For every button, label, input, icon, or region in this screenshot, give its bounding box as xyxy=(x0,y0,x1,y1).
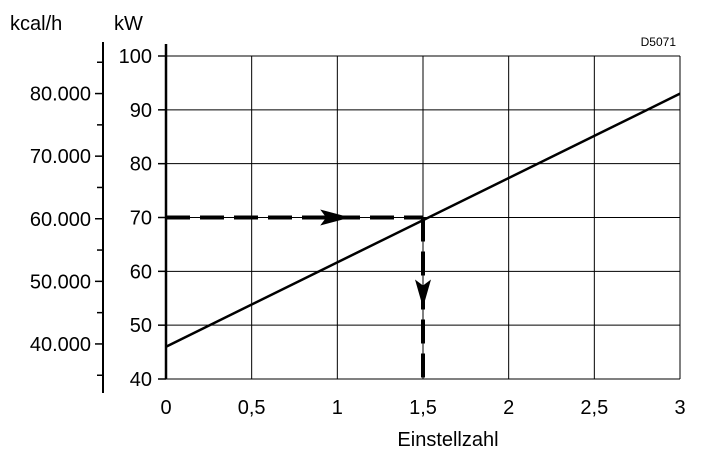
x-tick-label: 2,5 xyxy=(580,397,608,419)
kcal-tick-label: 40.000 xyxy=(30,334,91,356)
kw-tick-label: 90 xyxy=(130,100,152,122)
x-tick-label: 3 xyxy=(674,397,685,419)
unit-left-label: kcal/h xyxy=(10,13,62,35)
arrow-down-icon xyxy=(415,279,431,308)
arrow-right-icon xyxy=(320,209,351,226)
axes: 0 0,5 1 1,5 2 2,5 3 40 50 60 70 80 90 100 40.000 50.000… xyxy=(30,42,686,419)
kw-tick-label: 40 xyxy=(130,369,152,391)
kw-tick-label: 100 xyxy=(119,46,152,68)
unit-right-label: kW xyxy=(114,13,143,35)
x-tick-label: 0 xyxy=(160,397,171,419)
kw-tick-label: 70 xyxy=(130,208,152,230)
kcal-tick-label: 70.000 xyxy=(30,146,91,168)
x-tick-label: 0,5 xyxy=(238,397,266,419)
kcal-tick-label: 50.000 xyxy=(30,271,91,293)
x-axis-label: Einstellzahl xyxy=(397,429,498,451)
x-tick-label: 1 xyxy=(332,397,343,419)
labels: kcal/h kW D5071 Einstellzahl xyxy=(10,13,676,451)
x-tick-label: 1,5 xyxy=(409,397,437,419)
kw-tick-label: 50 xyxy=(130,315,152,337)
kcal-tick-label: 80.000 xyxy=(30,84,91,106)
kw-tick-label: 80 xyxy=(130,154,152,176)
x-tick-label: 2 xyxy=(503,397,514,419)
kcal-tick-label: 60.000 xyxy=(30,209,91,231)
chart-code: D5071 xyxy=(641,35,677,49)
example-readout xyxy=(166,209,431,379)
kw-tick-label: 60 xyxy=(130,261,152,283)
